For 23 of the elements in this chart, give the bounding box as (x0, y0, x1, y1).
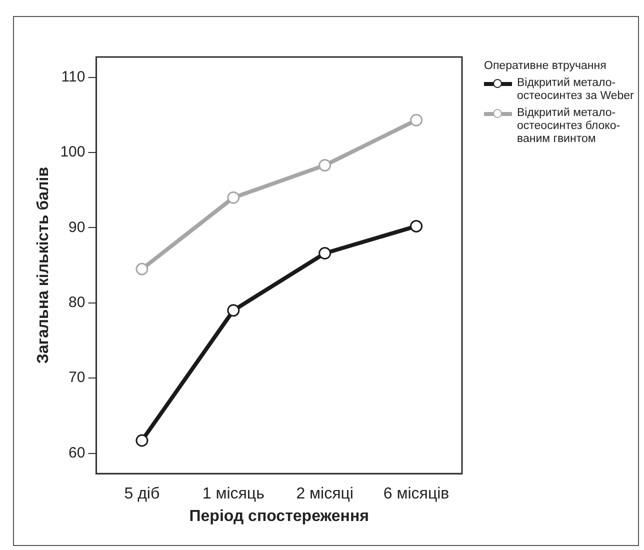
point (227, 304, 240, 317)
y-tick-label: 80 (68, 294, 86, 312)
y-tick-label: 90 (68, 218, 86, 236)
point (318, 247, 332, 260)
y-tick-label: 100 (60, 144, 86, 161)
x-tick-label: 2 місяці (296, 486, 354, 503)
y-tick-label: 70 (68, 369, 86, 386)
point (410, 220, 423, 232)
point (410, 114, 423, 126)
legend-label: Відкритий метало-остеосинтез за Weber (517, 77, 634, 103)
point (318, 159, 332, 172)
legend-title: Оперативне втручання (484, 60, 608, 73)
y-tick-label: 110 (61, 68, 86, 86)
point (136, 434, 148, 447)
x-tick-label: 5 діб (124, 486, 160, 503)
y-axis-title: Загальна кількість балів (35, 166, 52, 364)
y-tick-label: 60 (68, 444, 86, 462)
point (136, 262, 148, 276)
x-axis-title: Період спостереження (189, 508, 369, 525)
x-tick-label: 6 місяців (383, 486, 450, 503)
point (227, 191, 240, 204)
legend-label: Відкритий метало-остеосинтез блоко-ваним гвинтом (517, 107, 622, 146)
x-tick-label: 1 місяць (202, 486, 264, 503)
